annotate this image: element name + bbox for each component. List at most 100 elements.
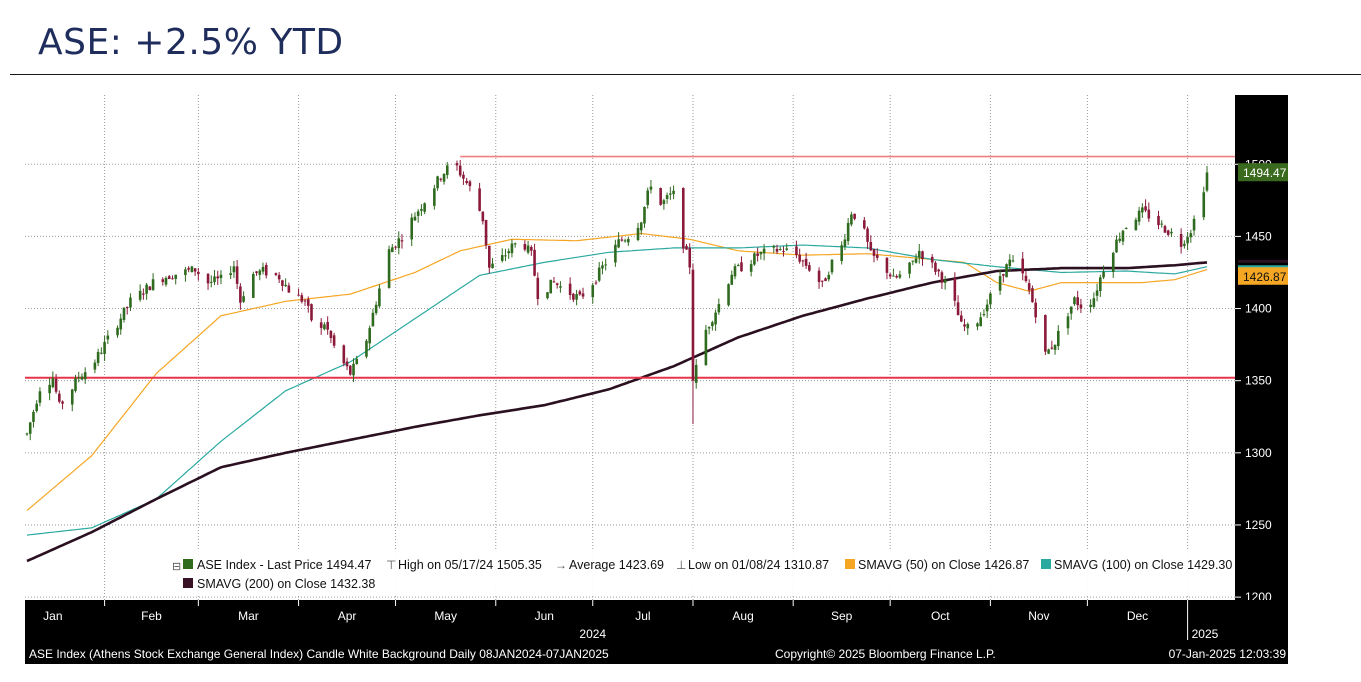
candle-body bbox=[397, 238, 401, 249]
candle-body bbox=[688, 247, 692, 268]
moving-averages bbox=[26, 232, 1208, 563]
footer-description: ASE Index (Athens Stock Exchange General… bbox=[29, 647, 609, 661]
x-year-label: 2025 bbox=[1192, 627, 1219, 641]
sma100-line bbox=[26, 244, 1208, 536]
x-tick-label: Jan bbox=[43, 609, 62, 623]
candle-body bbox=[51, 378, 55, 388]
legend-swatch-sma200 bbox=[183, 578, 193, 588]
candle-body bbox=[985, 304, 989, 312]
legend-high: High on 05/17/24 1505.35 bbox=[398, 558, 542, 572]
candle-body bbox=[284, 284, 287, 287]
candle-body bbox=[164, 277, 168, 285]
candle-body bbox=[1144, 206, 1147, 211]
candle-body bbox=[733, 266, 737, 277]
candle-body bbox=[323, 324, 326, 330]
candle-body bbox=[319, 322, 323, 328]
candle-body bbox=[394, 246, 397, 248]
legend-high-icon: ⊤ bbox=[386, 558, 396, 572]
candle-body bbox=[1066, 316, 1070, 329]
candle-body bbox=[885, 257, 889, 273]
candle-body bbox=[1050, 347, 1054, 349]
candle-body bbox=[193, 268, 197, 272]
candle-body bbox=[32, 411, 35, 422]
candle-body bbox=[1092, 298, 1096, 307]
candle-body bbox=[1121, 230, 1125, 242]
candle-body bbox=[1079, 304, 1083, 309]
candle-body bbox=[142, 293, 145, 295]
candle-body bbox=[1047, 349, 1050, 354]
legend-low: Low on 01/08/24 1310.87 bbox=[688, 558, 829, 572]
candle-body bbox=[326, 322, 329, 330]
candle-body bbox=[252, 273, 255, 298]
candle-body bbox=[300, 295, 304, 302]
candle-body bbox=[1069, 306, 1073, 314]
candle-body bbox=[442, 173, 446, 182]
legend-last-price: ASE Index - Last Price 1494.47 bbox=[197, 558, 371, 572]
candle-body bbox=[261, 266, 265, 272]
candle-body bbox=[216, 276, 220, 279]
candle-body bbox=[1111, 252, 1115, 272]
candle-body bbox=[578, 291, 582, 295]
candle-body bbox=[513, 243, 517, 245]
candle-body bbox=[151, 279, 155, 290]
candle-body bbox=[536, 277, 540, 300]
candle-body bbox=[187, 268, 190, 270]
candle-body bbox=[213, 276, 216, 283]
candle-body bbox=[507, 251, 510, 254]
candle-body bbox=[1166, 230, 1170, 235]
candle-body bbox=[491, 263, 494, 269]
footer-copyright: Copyright© 2025 Bloomberg Finance L.P. bbox=[775, 647, 996, 661]
candle-body bbox=[665, 195, 669, 199]
candle-body bbox=[190, 266, 194, 273]
candle-body bbox=[1186, 237, 1189, 244]
candle-body bbox=[125, 307, 129, 309]
y-tick-label: 1300 bbox=[1245, 446, 1272, 460]
legend: ⊟ ASE Index - Last Price 1494.47 ⊤ High … bbox=[168, 549, 1233, 595]
candle-body bbox=[917, 250, 921, 258]
candle-body bbox=[439, 178, 443, 180]
candle-body bbox=[662, 200, 666, 205]
candle-body bbox=[161, 279, 165, 283]
candle-body bbox=[817, 270, 821, 283]
candle-body bbox=[462, 174, 465, 179]
candle-body bbox=[846, 222, 850, 242]
candle-body bbox=[727, 284, 730, 306]
candle-body bbox=[219, 274, 223, 279]
last-price-tag bbox=[1238, 163, 1288, 182]
candle-body bbox=[546, 292, 549, 299]
candle-body bbox=[594, 282, 598, 284]
candle-body bbox=[795, 246, 798, 256]
candle-body bbox=[714, 312, 717, 325]
candle-body bbox=[934, 262, 937, 272]
candle-body bbox=[888, 274, 892, 277]
candle-body bbox=[96, 352, 100, 363]
candle-body bbox=[70, 389, 74, 405]
price-tags: 1494.47 1426.87 bbox=[1238, 163, 1288, 285]
candle-body bbox=[1163, 226, 1167, 233]
candle-body bbox=[420, 208, 423, 211]
candle-body bbox=[976, 323, 979, 327]
candle-body bbox=[963, 324, 966, 327]
candle-body bbox=[827, 274, 831, 280]
candles bbox=[25, 159, 1209, 441]
candle-body bbox=[575, 294, 578, 300]
candle-body bbox=[171, 278, 174, 280]
candle-body bbox=[345, 361, 349, 367]
candle-body bbox=[206, 273, 210, 284]
candle-body bbox=[914, 258, 918, 263]
candle-body bbox=[1089, 304, 1092, 307]
candle-body bbox=[342, 345, 346, 364]
x-axis-panel bbox=[25, 600, 1288, 664]
legend-collapse-icon: ⊟ bbox=[172, 561, 181, 573]
candle-body bbox=[555, 283, 559, 285]
candle-body bbox=[1056, 330, 1060, 347]
candle-body bbox=[277, 275, 281, 280]
candle-body bbox=[1192, 218, 1196, 231]
candle-body bbox=[138, 290, 142, 300]
candle-body bbox=[116, 327, 119, 336]
candle-body bbox=[672, 190, 675, 195]
candle-body bbox=[960, 315, 963, 322]
legend-swatch-price bbox=[183, 559, 193, 569]
candle-body bbox=[242, 296, 245, 302]
